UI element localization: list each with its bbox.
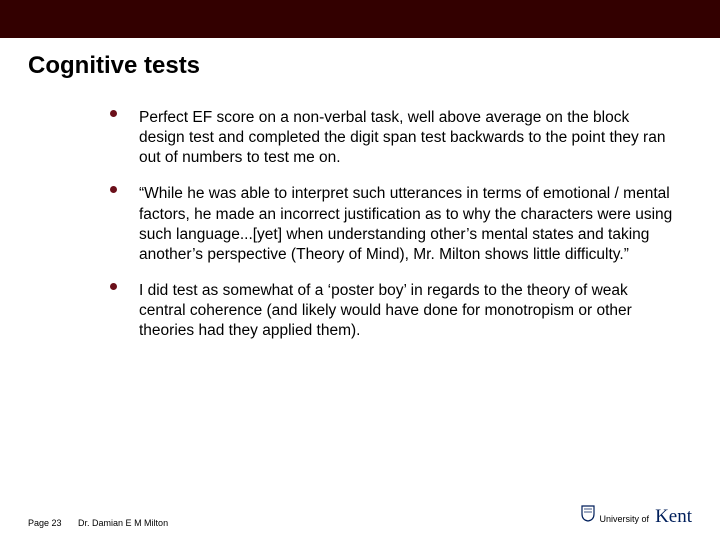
footer-left: Page 23 Dr. Damian E M Milton: [28, 518, 168, 528]
page-number: Page 23: [28, 518, 62, 528]
bullet-icon: [110, 110, 117, 117]
logo-university-text: University of: [600, 514, 650, 524]
bullet-item: “While he was able to interpret such utt…: [110, 184, 676, 265]
header-bar: [0, 0, 720, 38]
logo-kent-text: Kent: [655, 506, 692, 528]
university-logo: University of Kent: [580, 504, 692, 528]
bullet-item: I did test as somewhat of a ‘poster boy’…: [110, 281, 676, 341]
bullet-icon: [110, 283, 117, 290]
slide-content: Perfect EF score on a non-verbal task, w…: [0, 80, 720, 341]
crest-icon: [580, 504, 596, 522]
footer: Page 23 Dr. Damian E M Milton University…: [28, 504, 692, 528]
bullet-icon: [110, 186, 117, 193]
bullet-text: Perfect EF score on a non-verbal task, w…: [139, 108, 676, 168]
bullet-item: Perfect EF score on a non-verbal task, w…: [110, 108, 676, 168]
author-name: Dr. Damian E M Milton: [78, 518, 168, 528]
slide-title: Cognitive tests: [0, 38, 720, 80]
bullet-text: “While he was able to interpret such utt…: [139, 184, 676, 265]
bullet-text: I did test as somewhat of a ‘poster boy’…: [139, 281, 676, 341]
